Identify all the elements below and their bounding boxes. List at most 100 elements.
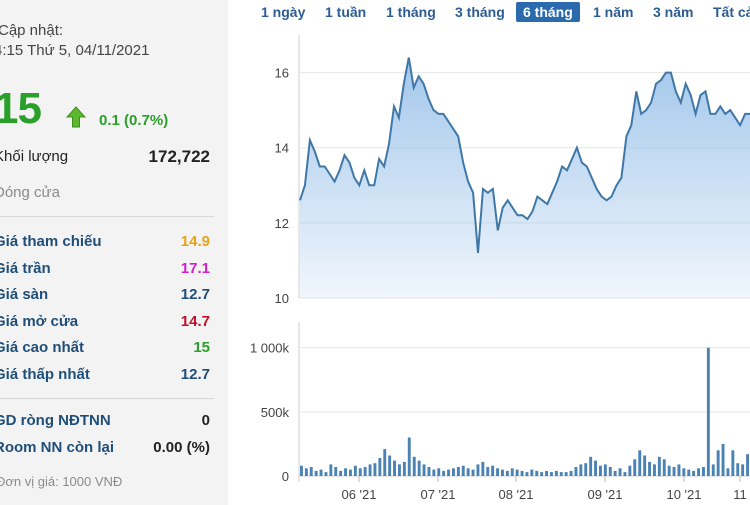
stat-label: Giá sàn: [0, 286, 49, 303]
volume-tick-label: 0: [282, 469, 289, 484]
volume-bar: [339, 470, 343, 476]
volume-label: Khối lượng: [0, 148, 69, 165]
volume-bar: [702, 467, 705, 476]
volume-bar: [300, 465, 303, 476]
volume-bar: [422, 464, 426, 476]
volume-bar: [633, 459, 637, 476]
divider: [0, 398, 214, 399]
volume-bar: [447, 469, 450, 476]
volume-bar: [692, 470, 696, 476]
tab-range[interactable]: Tất cả: [713, 4, 750, 20]
volume-bar: [496, 468, 499, 476]
price-change: 0.1 (0.7%): [99, 112, 169, 129]
stat-label: Giá cao nhất: [0, 339, 85, 356]
volume-bar: [398, 464, 401, 476]
x-tick-label: 10 '21: [666, 487, 701, 502]
volume-bar: [564, 472, 568, 476]
volume-bar: [319, 469, 323, 476]
x-tick-label: 09 '21: [587, 487, 622, 502]
volume-bar: [594, 460, 597, 476]
up-arrow-icon: [65, 106, 87, 133]
volume-bar: [314, 470, 318, 476]
x-tick-label: 08 '21: [498, 487, 533, 502]
volume-bar: [682, 468, 686, 476]
volume-bar: [559, 472, 563, 476]
volume-bar: [638, 450, 642, 476]
stat-label: Giá trần: [0, 259, 51, 277]
volume-bar: [520, 470, 524, 476]
stat-label: Giá thấp nhất: [0, 365, 90, 383]
volume-bar: [697, 468, 700, 476]
tab-range[interactable]: 6 tháng: [516, 2, 580, 22]
tab-range[interactable]: 3 tháng: [455, 4, 505, 20]
volume-bar: [388, 455, 392, 476]
updated-time: 4:15 Thứ 5, 04/11/2021: [0, 42, 150, 59]
volume-bar: [746, 454, 749, 476]
volume-bar: [623, 472, 627, 476]
volume-bar: [657, 456, 661, 477]
stat-value: 12.7: [180, 286, 210, 303]
volume-bar: [721, 443, 725, 476]
volume-bar: [535, 470, 539, 476]
quote-summary-panel: Cập nhật: 4:15 Thứ 5, 04/11/2021 15 0.1 …: [0, 0, 228, 505]
volume-bar: [628, 465, 632, 476]
volume-bar: [373, 463, 377, 476]
volume-bar: [476, 464, 480, 476]
volume-bar: [481, 461, 485, 476]
x-tick-label: 11: [733, 487, 747, 502]
foreign-label: Room NN còn lại: [0, 439, 115, 456]
tab-range[interactable]: 1 ngày: [261, 4, 306, 20]
volume-bar: [309, 467, 313, 476]
stat-label: Giá mở cửa: [0, 312, 79, 330]
volume-bar: [672, 467, 676, 476]
tab-range[interactable]: 1 tuần: [325, 4, 367, 20]
stat-value: 17.1: [180, 259, 210, 277]
volume-bar: [731, 450, 735, 476]
tab-range[interactable]: 1 tháng: [386, 4, 436, 20]
volume-bar: [599, 465, 602, 476]
volume-bar: [412, 456, 416, 477]
volume-value: 172,722: [148, 147, 210, 166]
volume-bar: [324, 472, 328, 476]
volume-bar: [402, 461, 406, 476]
volume-bar: [667, 465, 671, 476]
foreign-value: 0.00 (%): [153, 439, 210, 456]
volume-tick-label: 500k: [261, 405, 290, 420]
price-tick-label: 14: [275, 141, 289, 156]
volume-bar: [505, 470, 509, 476]
stat-value: 14.7: [180, 312, 210, 330]
volume-bar: [736, 463, 740, 476]
volume-bar: [368, 464, 372, 476]
volume-bar: [344, 468, 347, 476]
divider: [0, 216, 214, 217]
volume-bar: [304, 468, 308, 476]
volume-bar: [417, 460, 421, 476]
volume-bar: [466, 468, 470, 476]
x-tick-label: 07 '21: [420, 487, 455, 502]
tab-range[interactable]: 1 năm: [593, 4, 634, 20]
volume-bar: [378, 458, 382, 476]
volume-bar: [452, 468, 455, 476]
volume-bar: [530, 469, 534, 476]
volume-bar: [432, 469, 436, 476]
volume-bar: [579, 464, 583, 476]
price-tick-label: 12: [275, 216, 289, 231]
volume-bar: [706, 347, 710, 476]
volume-bar: [329, 464, 333, 476]
volume-bar: [603, 464, 607, 476]
volume-bar: [471, 469, 475, 476]
volume-bar: [574, 467, 578, 476]
volume-bar: [349, 469, 352, 476]
volume-bar: [358, 468, 362, 476]
price-tick-label: 16: [275, 66, 289, 81]
volume-bar: [501, 469, 504, 476]
volume-bar: [456, 467, 460, 476]
close-label: Đóng cửa: [0, 184, 60, 201]
volume-bar: [363, 467, 367, 476]
volume-bar: [618, 468, 622, 476]
stat-value: 15: [193, 339, 210, 356]
price-area: [300, 57, 750, 298]
current-price: 15: [0, 84, 42, 133]
tab-range[interactable]: 3 năm: [653, 4, 694, 20]
